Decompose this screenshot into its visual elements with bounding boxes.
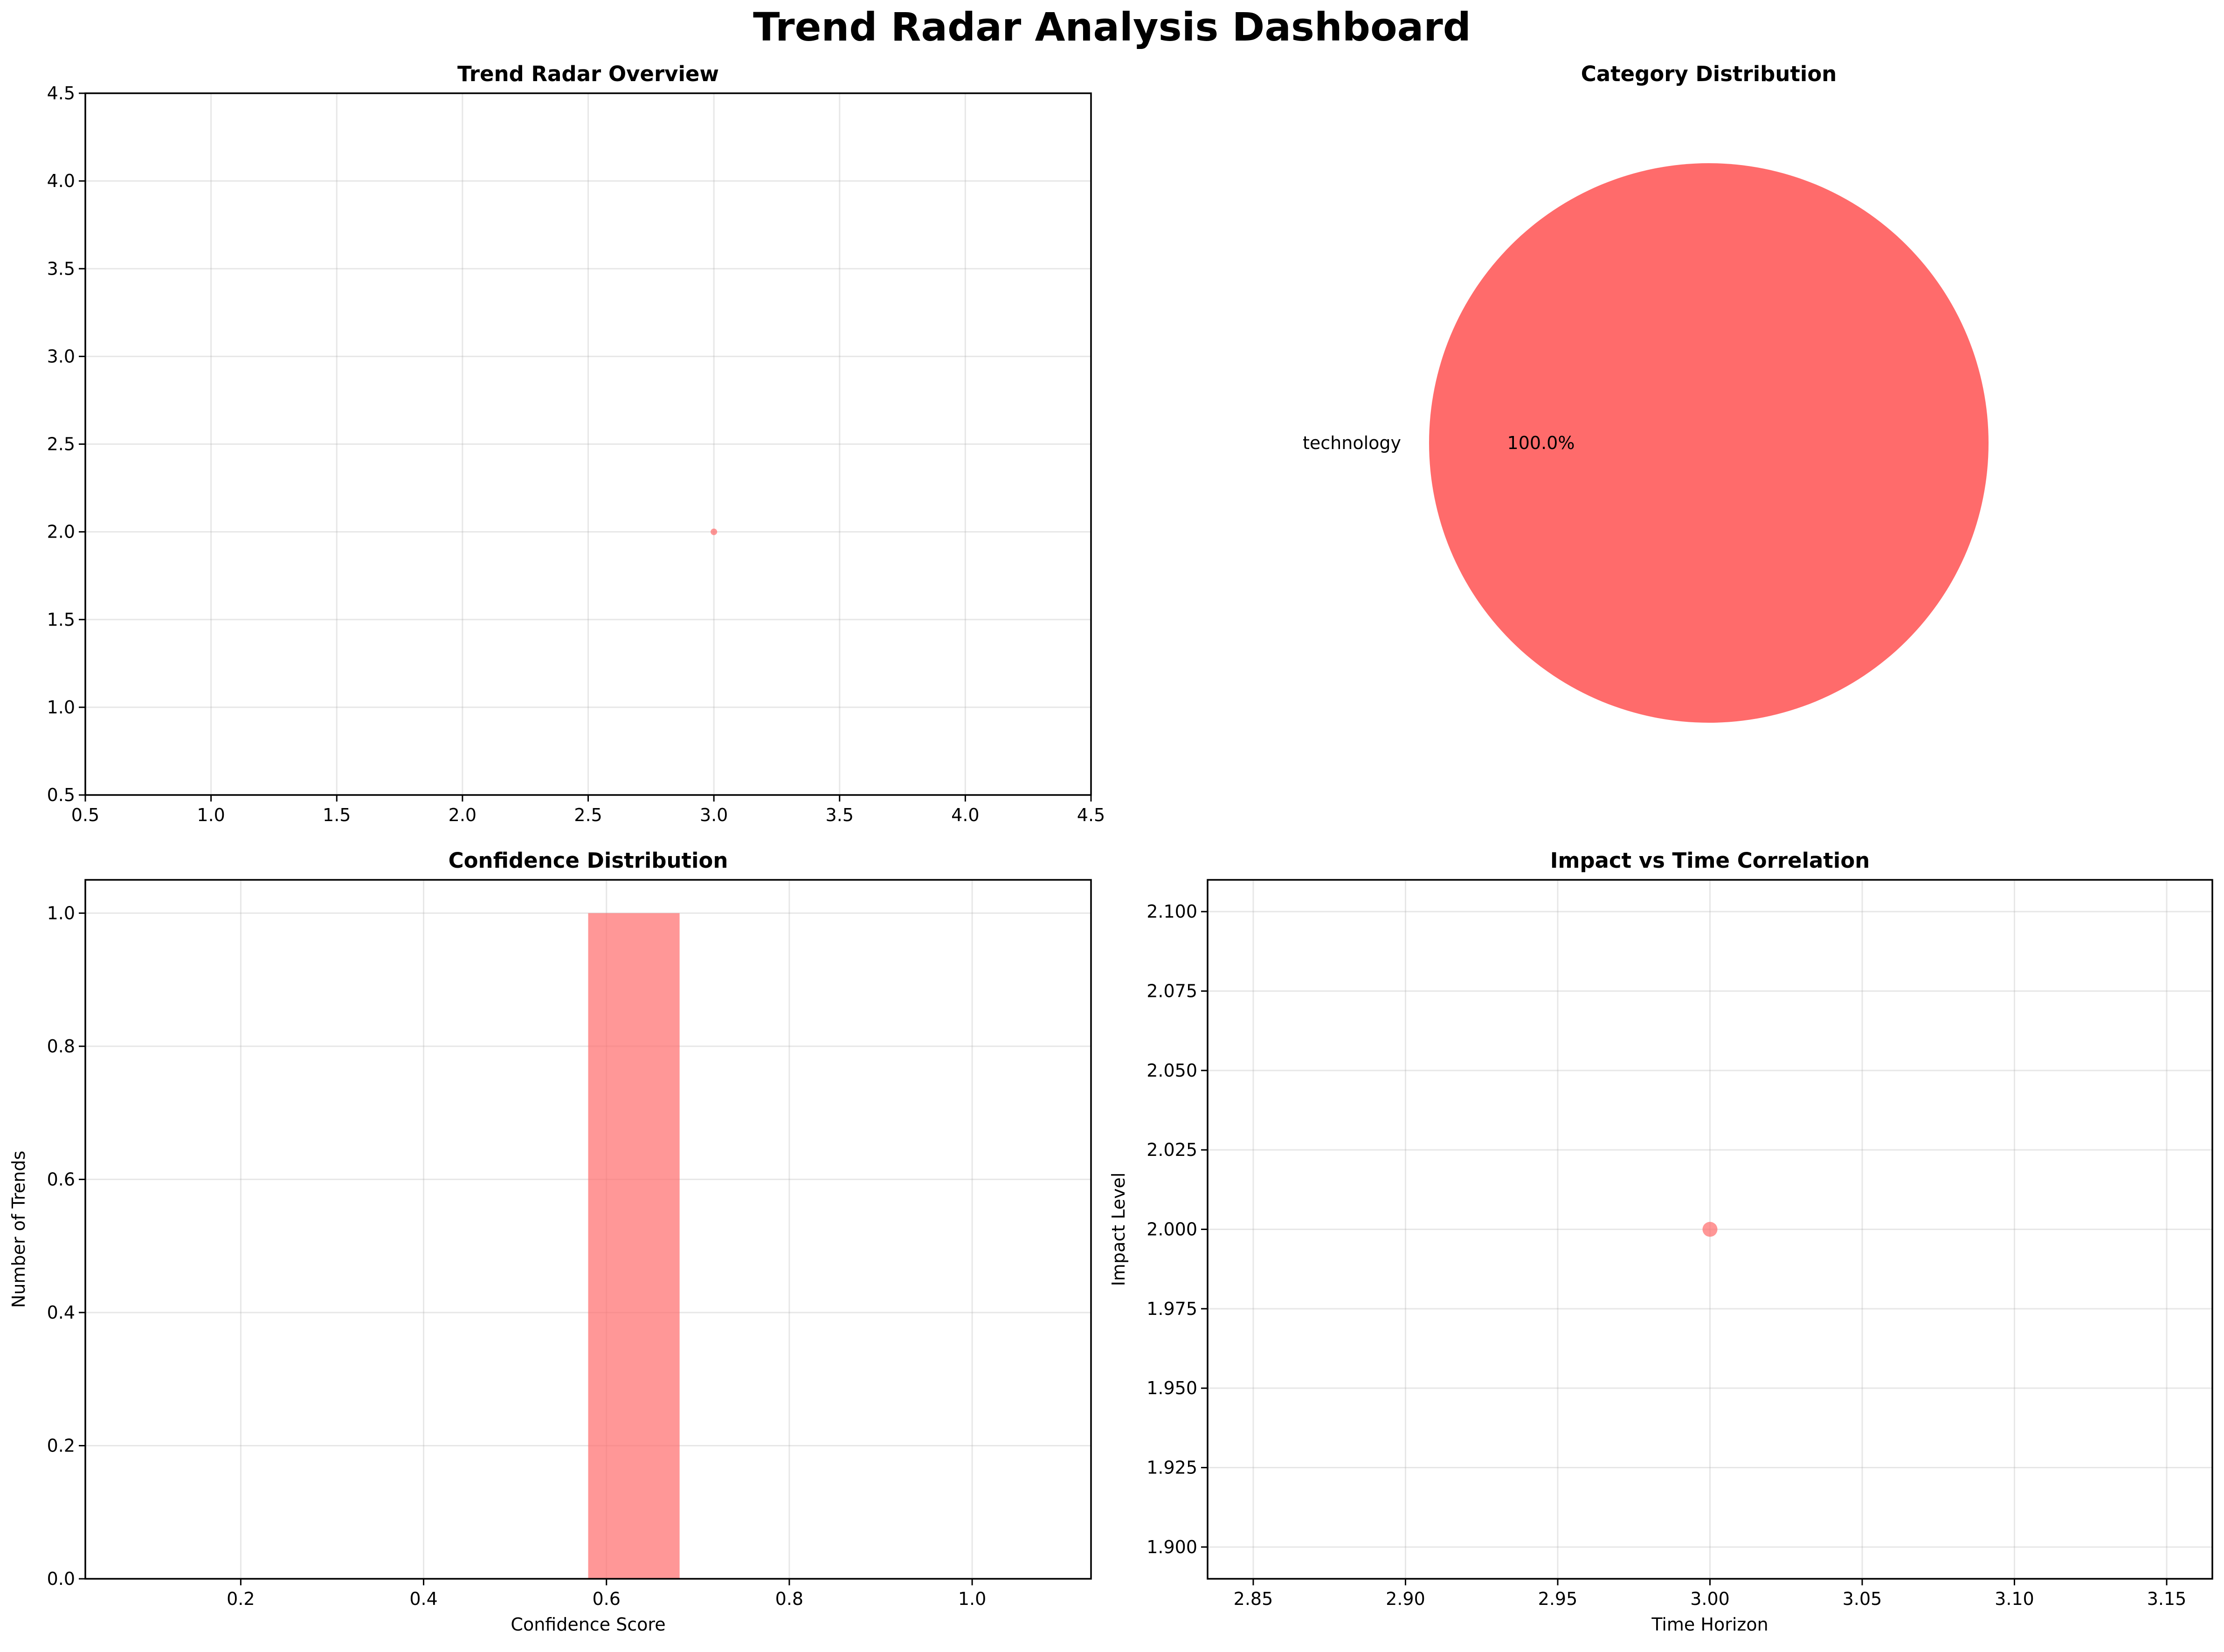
radar-overview-panel: Trend Radar Overview 0.5 1.0 1.5 2.0 2.5 3.0 3.… [47, 62, 1105, 825]
x-tick-label: 1.0 [958, 1589, 986, 1609]
y-tick-label: 0.2 [47, 1435, 75, 1456]
axes-frame [1207, 879, 2213, 1580]
y-tick-label: 3.0 [47, 346, 75, 366]
x-tick-label: 3.10 [1995, 1589, 2034, 1609]
y-tick-label: 2.025 [1147, 1140, 1197, 1160]
y-tick-label: 3.5 [47, 258, 75, 279]
x-tick-label: 0.5 [71, 805, 99, 825]
panel-title: Confidence Distribution [449, 848, 728, 873]
y-tick-label: 1.925 [1147, 1458, 1197, 1478]
axes-frame [84, 879, 1092, 1580]
x-tick-label: 2.90 [1386, 1589, 1425, 1609]
axes-frame [84, 92, 1092, 796]
x-tick-label: 3.0 [700, 805, 728, 825]
x-tick-label: 3.15 [2147, 1589, 2187, 1609]
y-tick-label: 1.950 [1147, 1378, 1197, 1398]
x-tick-label: 4.5 [1077, 805, 1105, 825]
x-tick-label: 2.85 [1234, 1589, 1273, 1609]
x-tick-label: 0.2 [227, 1589, 255, 1609]
x-tick-label: 2.5 [574, 805, 602, 825]
y-tick-label: 1.0 [47, 697, 75, 718]
y-tick-label: 0.4 [47, 1302, 75, 1323]
scatter-point [711, 528, 718, 535]
x-axis-label: Time Horizon [1651, 1614, 1768, 1635]
x-tick-label: 0.4 [409, 1589, 437, 1609]
y-axis-label: Impact Level [1108, 1173, 1129, 1286]
x-tick-label: 1.0 [197, 805, 225, 825]
y-tick-label: 2.100 [1147, 901, 1197, 922]
panel-title: Category Distribution [1581, 62, 1837, 86]
y-tick-label: 2.5 [47, 434, 75, 455]
x-tick-label: 1.5 [323, 805, 351, 825]
x-tick-label: 3.00 [1690, 1589, 1730, 1609]
y-tick-label: 2.075 [1147, 981, 1197, 1001]
y-tick-label: 0.5 [47, 785, 75, 805]
panel-title: Trend Radar Overview [457, 62, 719, 86]
y-tick-label: 1.5 [47, 609, 75, 630]
scatter-point [1702, 1222, 1718, 1237]
y-tick-label: 2.000 [1147, 1219, 1197, 1240]
dashboard-title: Trend Radar Analysis Dashboard [753, 4, 1471, 50]
x-tick-label: 2.0 [449, 805, 477, 825]
pie-percent-label: 100.0% [1507, 433, 1575, 453]
x-tick-label: 2.95 [1538, 1589, 1578, 1609]
y-tick-label: 0.6 [47, 1169, 75, 1189]
pie-slice [1429, 163, 1989, 723]
x-tick-label: 3.05 [1843, 1589, 1882, 1609]
category-pie-panel: Category Distribution technology 100.0% [1303, 62, 1989, 723]
y-tick-label: 2.0 [47, 522, 75, 542]
impact-time-panel: Impact vs Time Correlation 2.85 2.90 2.95 3.… [1108, 848, 2213, 1635]
y-tick-label: 1.0 [47, 903, 75, 923]
confidence-histogram-panel: Confidence Distribution 0.2 0.4 0.6 0.8 1.0 0.… [8, 848, 1092, 1635]
histogram-bar [588, 913, 680, 1579]
y-tick-label: 0.0 [47, 1569, 75, 1589]
y-tick-label: 1.975 [1147, 1299, 1197, 1319]
x-tick-label: 0.8 [775, 1589, 803, 1609]
y-tick-label: 0.8 [47, 1036, 75, 1057]
pie-slice-label: technology [1303, 433, 1401, 453]
x-axis-label: Confidence Score [511, 1614, 665, 1635]
y-axis-label: Number of Trends [8, 1151, 29, 1308]
x-tick-label: 3.5 [826, 805, 854, 825]
y-tick-label: 2.050 [1147, 1060, 1197, 1081]
panel-title: Impact vs Time Correlation [1550, 848, 1870, 873]
y-tick-label: 1.900 [1147, 1537, 1197, 1557]
x-tick-label: 0.6 [592, 1589, 620, 1609]
y-tick-label: 4.5 [47, 83, 75, 104]
y-tick-label: 4.0 [47, 171, 75, 191]
x-tick-label: 4.0 [951, 805, 979, 825]
